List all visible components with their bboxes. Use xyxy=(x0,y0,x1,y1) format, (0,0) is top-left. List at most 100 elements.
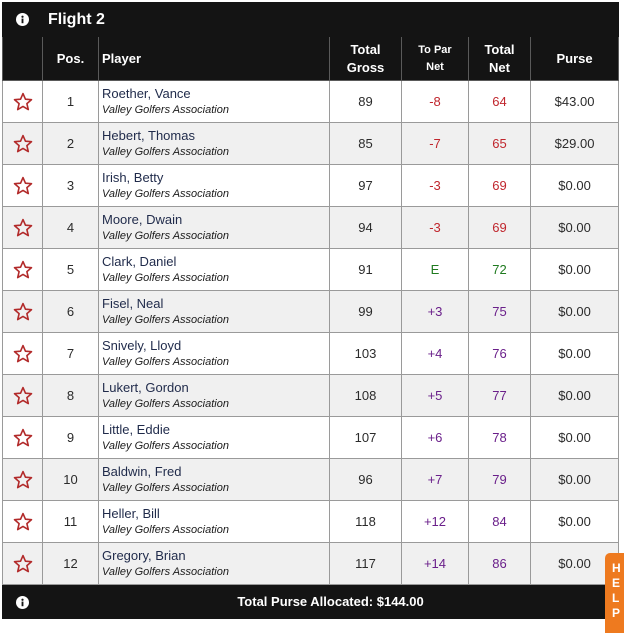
to-par-net-cell: -8 xyxy=(401,80,469,123)
player-cell[interactable]: Gregory, Brian Valley Golfers Association xyxy=(98,542,330,585)
star-outline-icon[interactable] xyxy=(13,512,33,532)
table-row[interactable]: 6 Fisel, Neal Valley Golfers Association 99… xyxy=(2,290,620,333)
star-outline-icon[interactable] xyxy=(13,134,33,154)
position-cell: 11 xyxy=(42,500,99,543)
player-association: Valley Golfers Association xyxy=(102,523,229,536)
position-cell: 3 xyxy=(42,164,99,207)
player-cell[interactable]: Clark, Daniel Valley Golfers Association xyxy=(98,248,330,291)
purse-cell: $0.00 xyxy=(529,500,620,543)
header-to-par-net[interactable]: To Par Net xyxy=(401,36,469,81)
player-name[interactable]: Lukert, Gordon xyxy=(102,379,189,395)
table-row[interactable]: 4 Moore, Dwain Valley Golfers Association 9… xyxy=(2,206,620,249)
total-gross-cell: 85 xyxy=(329,122,402,165)
table-row[interactable]: 9 Little, Eddie Valley Golfers Association… xyxy=(2,416,620,459)
player-association: Valley Golfers Association xyxy=(102,439,229,452)
star-outline-icon[interactable] xyxy=(13,218,33,238)
purse-cell: $0.00 xyxy=(529,458,620,501)
player-association: Valley Golfers Association xyxy=(102,229,229,242)
player-cell[interactable]: Moore, Dwain Valley Golfers Association xyxy=(98,206,330,249)
favorite-cell[interactable] xyxy=(2,248,43,291)
player-name[interactable]: Baldwin, Fred xyxy=(102,463,182,479)
favorite-cell[interactable] xyxy=(2,290,43,333)
favorite-cell[interactable] xyxy=(2,80,43,123)
favorite-cell[interactable] xyxy=(2,374,43,417)
player-cell[interactable]: Heller, Bill Valley Golfers Association xyxy=(98,500,330,543)
player-cell[interactable]: Little, Eddie Valley Golfers Association xyxy=(98,416,330,459)
position-cell: 7 xyxy=(42,332,99,375)
player-name[interactable]: Moore, Dwain xyxy=(102,211,183,227)
header-total-net[interactable]: Total Net xyxy=(468,36,531,81)
table-row[interactable]: 3 Irish, Betty Valley Golfers Association 9… xyxy=(2,164,620,207)
star-outline-icon[interactable] xyxy=(13,386,33,406)
header-purse[interactable]: Purse xyxy=(529,36,620,81)
table-row[interactable]: 5 Clark, Daniel Valley Golfers Association… xyxy=(2,248,620,291)
player-cell[interactable]: Snively, Lloyd Valley Golfers Association xyxy=(98,332,330,375)
player-name[interactable]: Clark, Daniel xyxy=(102,253,177,269)
total-net-cell: 64 xyxy=(468,80,531,123)
total-net-cell: 77 xyxy=(468,374,531,417)
table-row[interactable]: 11 Heller, Bill Valley Golfers Association… xyxy=(2,500,620,543)
table-row[interactable]: 12 Gregory, Brian Valley Golfers Associati… xyxy=(2,542,620,585)
favorite-cell[interactable] xyxy=(2,332,43,375)
player-cell[interactable]: Fisel, Neal Valley Golfers Association xyxy=(98,290,330,333)
total-gross-cell: 99 xyxy=(329,290,402,333)
favorite-cell[interactable] xyxy=(2,542,43,585)
star-outline-icon[interactable] xyxy=(13,260,33,280)
header-player[interactable]: Player xyxy=(98,36,330,81)
star-outline-icon[interactable] xyxy=(13,344,33,364)
player-name[interactable]: Fisel, Neal xyxy=(102,295,164,311)
star-outline-icon[interactable] xyxy=(13,470,33,490)
star-outline-icon[interactable] xyxy=(13,302,33,322)
favorite-cell[interactable] xyxy=(2,206,43,249)
position-cell: 4 xyxy=(42,206,99,249)
footer-info-cell[interactable] xyxy=(2,584,43,619)
help-tab[interactable]: H E L P xyxy=(605,553,624,633)
star-outline-icon[interactable] xyxy=(13,428,33,448)
table-row[interactable]: 7 Snively, Lloyd Valley Golfers Associatio… xyxy=(2,332,620,375)
star-outline-icon[interactable] xyxy=(13,176,33,196)
player-cell[interactable]: Baldwin, Fred Valley Golfers Association xyxy=(98,458,330,501)
position-cell: 5 xyxy=(42,248,99,291)
player-name[interactable]: Hebert, Thomas xyxy=(102,127,195,143)
table-row[interactable]: 8 Lukert, Gordon Valley Golfers Associatio… xyxy=(2,374,620,417)
table-row[interactable]: 10 Baldwin, Fred Valley Golfers Associatio… xyxy=(2,458,620,501)
flight-info-cell[interactable] xyxy=(2,2,43,37)
header-position[interactable]: Pos. xyxy=(42,36,99,81)
player-name[interactable]: Snively, Lloyd xyxy=(102,337,182,353)
player-cell[interactable]: Lukert, Gordon Valley Golfers Association xyxy=(98,374,330,417)
total-gross-cell: 117 xyxy=(329,542,402,585)
header-total-gross[interactable]: Total Gross xyxy=(329,36,402,81)
info-icon[interactable] xyxy=(16,12,29,26)
to-par-net-cell: +7 xyxy=(401,458,469,501)
favorite-cell[interactable] xyxy=(2,458,43,501)
player-name[interactable]: Roether, Vance xyxy=(102,85,191,101)
purse-cell: $0.00 xyxy=(529,416,620,459)
purse-cell: $0.00 xyxy=(529,332,620,375)
favorite-cell[interactable] xyxy=(2,500,43,543)
flight-title-row: Flight 2 xyxy=(2,2,620,37)
player-name[interactable]: Gregory, Brian xyxy=(102,547,186,563)
info-icon[interactable] xyxy=(16,596,29,610)
favorite-cell[interactable] xyxy=(2,164,43,207)
favorite-cell[interactable] xyxy=(2,122,43,165)
player-cell[interactable]: Irish, Betty Valley Golfers Association xyxy=(98,164,330,207)
help-letter: L xyxy=(612,591,620,605)
total-net-cell: 72 xyxy=(468,248,531,291)
player-association: Valley Golfers Association xyxy=(102,187,229,200)
total-net-cell: 65 xyxy=(468,122,531,165)
favorite-cell[interactable] xyxy=(2,416,43,459)
table-row[interactable]: 2 Hebert, Thomas Valley Golfers Associatio… xyxy=(2,122,620,165)
player-name[interactable]: Irish, Betty xyxy=(102,169,164,185)
total-gross-cell: 108 xyxy=(329,374,402,417)
table-row[interactable]: 1 Roether, Vance Valley Golfers Associatio… xyxy=(2,80,620,123)
star-outline-icon[interactable] xyxy=(13,554,33,574)
player-name[interactable]: Little, Eddie xyxy=(102,421,170,437)
player-association: Valley Golfers Association xyxy=(102,145,229,158)
to-par-net-cell: +12 xyxy=(401,500,469,543)
player-association: Valley Golfers Association xyxy=(102,355,229,368)
total-net-cell: 75 xyxy=(468,290,531,333)
player-cell[interactable]: Hebert, Thomas Valley Golfers Association xyxy=(98,122,330,165)
player-cell[interactable]: Roether, Vance Valley Golfers Association xyxy=(98,80,330,123)
player-name[interactable]: Heller, Bill xyxy=(102,505,160,521)
star-outline-icon[interactable] xyxy=(13,92,33,112)
